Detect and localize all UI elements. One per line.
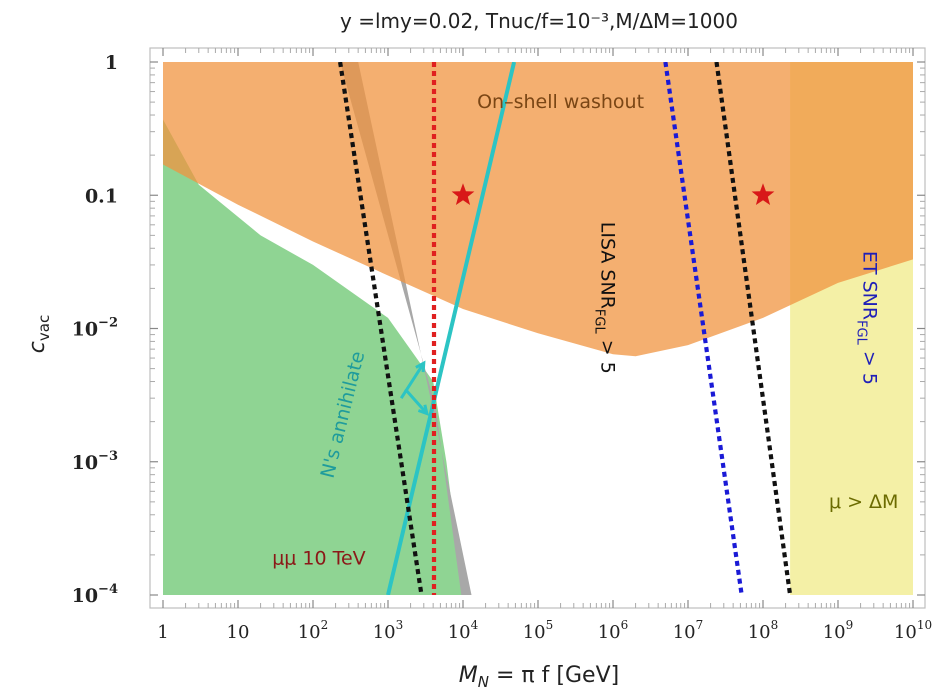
mu-label: μ > ΔM [829, 491, 898, 513]
x-tick-label-6: 106 [598, 618, 629, 643]
y-tick-label-4: 10−4 [72, 582, 118, 607]
x-tick-label-3: 103 [373, 618, 404, 643]
y-tick-label-2: 10−2 [72, 316, 118, 341]
x-tick-label-7: 107 [673, 618, 704, 643]
x-tick-label-9: 109 [823, 618, 854, 643]
y-tick-label-3: 10−3 [72, 449, 118, 474]
x-tick-label-1: 10 [227, 622, 250, 643]
x-tick-label-8: 108 [748, 618, 779, 643]
arrow-1 [399, 360, 426, 399]
arrow-2 [404, 388, 429, 416]
x-tick-label-0: 1 [157, 622, 168, 643]
x-tick-label-4: 104 [448, 618, 479, 643]
x-axis-label: MN = π f [GeV] [459, 663, 619, 691]
y-tick-label-1: 0.1 [85, 185, 118, 207]
x-tick-label-2: 102 [298, 618, 329, 643]
x-tick-label-10: 1010 [894, 618, 932, 643]
et-label: ET SNRFGL > 5 [854, 251, 881, 385]
y-tick-label-0: 1 [105, 52, 118, 74]
x-tick-label-5: 105 [523, 618, 554, 643]
region-grey-band [340, 62, 472, 595]
lisa-label: LISA SNRFGL > 5 [591, 222, 618, 374]
chart-title: y =lmy=0.02, Tnuc/f=10⁻³,M/ΔM=1000 [340, 9, 738, 33]
star-marker-2 [751, 183, 775, 205]
line-nr-annihilate [386, 62, 517, 595]
mumu-label: μμ 10 TeV [272, 547, 366, 569]
region-mumu [163, 119, 463, 595]
washout-label: On–shell washout [477, 91, 644, 113]
star-marker-1 [451, 183, 475, 205]
y-axis-label: cvac [25, 315, 53, 353]
